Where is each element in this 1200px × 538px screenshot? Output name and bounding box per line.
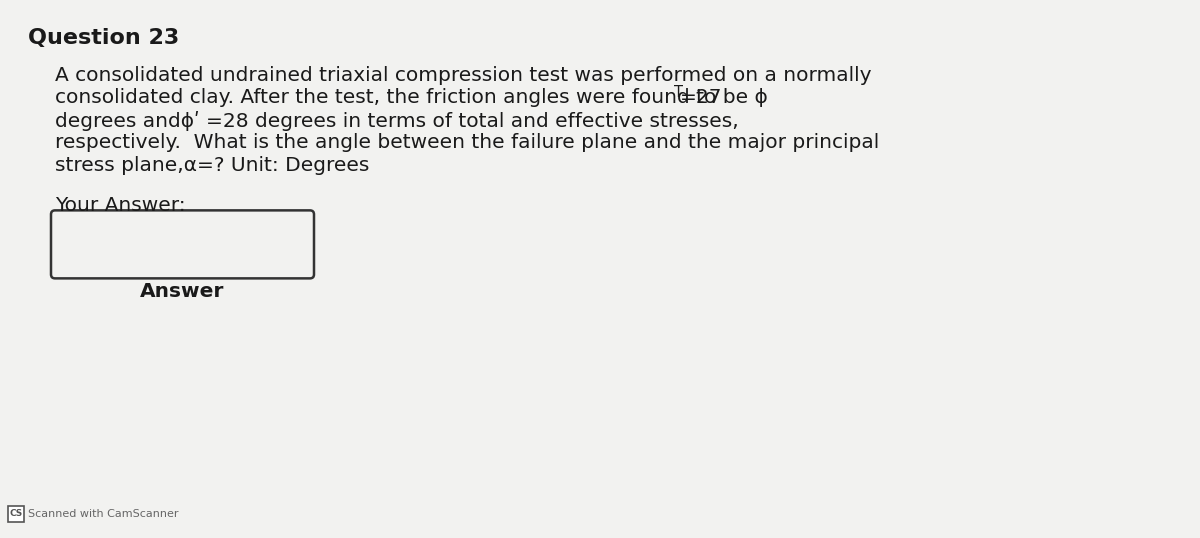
Text: stress plane,α=? Unit: Degrees: stress plane,α=? Unit: Degrees [55,156,370,175]
FancyBboxPatch shape [50,210,314,278]
Text: CS: CS [10,509,23,519]
Text: consolidated clay. After the test, the friction angles were found to be ϕ: consolidated clay. After the test, the f… [55,88,768,108]
Text: Question 23: Question 23 [28,28,179,48]
Text: Answer: Answer [140,282,224,301]
Text: Scanned with CamScanner: Scanned with CamScanner [28,509,179,519]
Text: =27: =27 [679,88,722,108]
Bar [8,506,24,522]
Text: respectively.  What is the angle between the failure plane and the major princip: respectively. What is the angle between … [55,133,880,152]
Text: A consolidated undrained triaxial compression test was performed on a normally: A consolidated undrained triaxial compre… [55,66,871,85]
Text: degrees andϕʹ =28 degrees in terms of total and effective stresses,: degrees andϕʹ =28 degrees in terms of to… [55,111,739,131]
Text: Your Answer:: Your Answer: [55,196,186,215]
Text: T: T [674,86,683,101]
